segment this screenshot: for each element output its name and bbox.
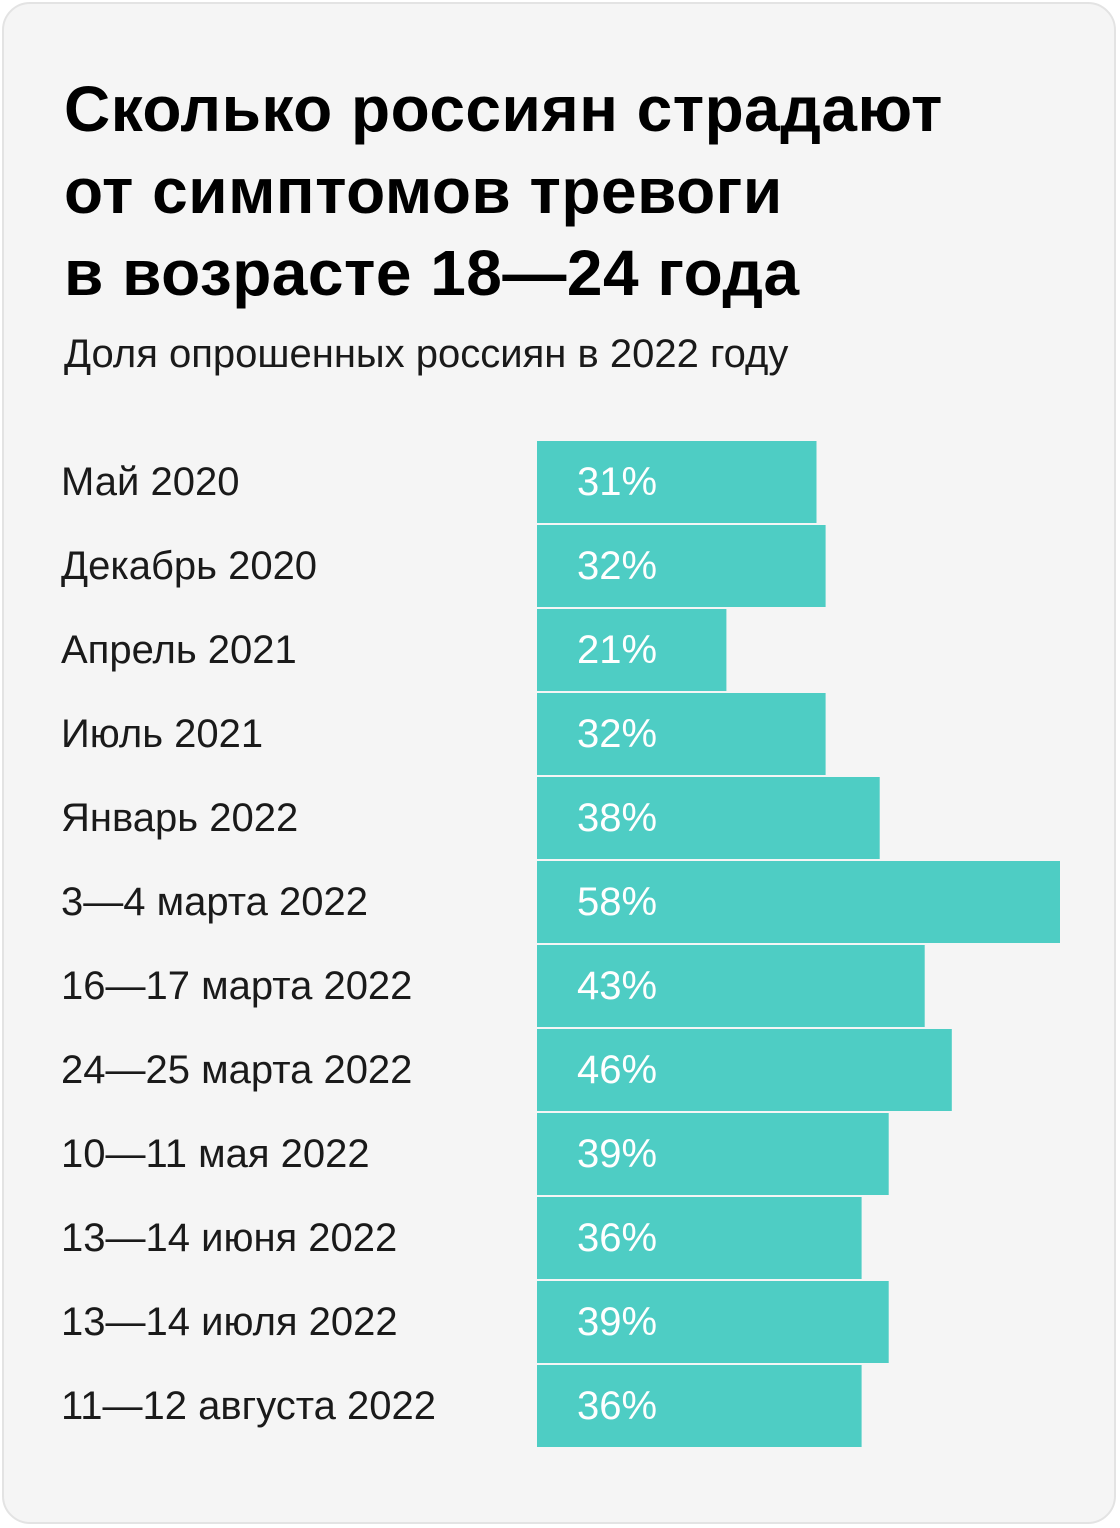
bar xyxy=(537,1113,889,1195)
value-label: 32% xyxy=(577,712,657,756)
bar xyxy=(537,609,727,691)
value-label: 32% xyxy=(577,544,657,588)
value-label: 43% xyxy=(577,964,657,1008)
category-label: 16—17 марта 2022 xyxy=(61,964,412,1008)
bar xyxy=(537,945,925,1027)
category-label: Май 2020 xyxy=(61,460,239,504)
value-label: 36% xyxy=(577,1216,657,1260)
bar xyxy=(537,1197,862,1279)
bar-row: 13—14 июня 2022 36% xyxy=(61,1197,862,1279)
category-label: Январь 2022 xyxy=(61,796,298,840)
category-label: 10—11 мая 2022 xyxy=(61,1132,370,1176)
bar xyxy=(537,1365,862,1447)
category-label: 13—14 июня 2022 xyxy=(61,1216,397,1260)
value-label: 58% xyxy=(577,880,657,924)
chart-title-line-1: Сколько россиян страдают xyxy=(64,73,943,145)
value-label: 31% xyxy=(577,460,657,504)
chart-title-line-3: в возрасте 18—24 года xyxy=(64,237,800,309)
bar-row: 10—11 мая 2022 39% xyxy=(61,1113,889,1195)
bar xyxy=(537,861,1060,943)
bar-row: 11—12 августа 2022 36% xyxy=(61,1365,862,1447)
bar-row: 3—4 марта 2022 58% xyxy=(61,861,1060,943)
value-label: 36% xyxy=(577,1384,657,1428)
category-label: 24—25 марта 2022 xyxy=(61,1048,412,1092)
value-label: 39% xyxy=(577,1300,657,1344)
category-label: Июль 2021 xyxy=(61,712,263,756)
category-label: 13—14 июля 2022 xyxy=(61,1300,398,1344)
category-label: 11—12 августа 2022 xyxy=(61,1384,436,1428)
chart-subtitle: Доля опрошенных россиян в 2022 году xyxy=(64,332,789,376)
bar-row: Январь 2022 38% xyxy=(61,777,880,859)
bar xyxy=(537,693,826,775)
category-label: Декабрь 2020 xyxy=(61,544,317,588)
bar-row: 16—17 марта 2022 43% xyxy=(61,945,925,1027)
bar xyxy=(537,777,880,859)
category-label: 3—4 марта 2022 xyxy=(61,880,368,924)
bar-row: Июль 2021 32% xyxy=(61,693,826,775)
value-label: 38% xyxy=(577,796,657,840)
value-label: 39% xyxy=(577,1132,657,1176)
bar-row: 24—25 марта 2022 46% xyxy=(61,1029,952,1111)
bar-row: 13—14 июля 2022 39% xyxy=(61,1281,889,1363)
bar xyxy=(537,441,817,523)
value-label: 21% xyxy=(577,628,657,672)
bar xyxy=(537,1029,952,1111)
bar-row: Апрель 2021 21% xyxy=(61,609,727,691)
bar-row: Май 2020 31% xyxy=(61,441,817,523)
bar xyxy=(537,525,826,607)
bar-row: Декабрь 2020 32% xyxy=(61,525,826,607)
category-label: Апрель 2021 xyxy=(61,628,297,672)
chart-title-line-2: от симптомов тревоги xyxy=(64,155,783,227)
bar xyxy=(537,1281,889,1363)
value-label: 46% xyxy=(577,1048,657,1092)
chart-title: Сколько россиян страдают от симптомов тр… xyxy=(64,68,1064,314)
